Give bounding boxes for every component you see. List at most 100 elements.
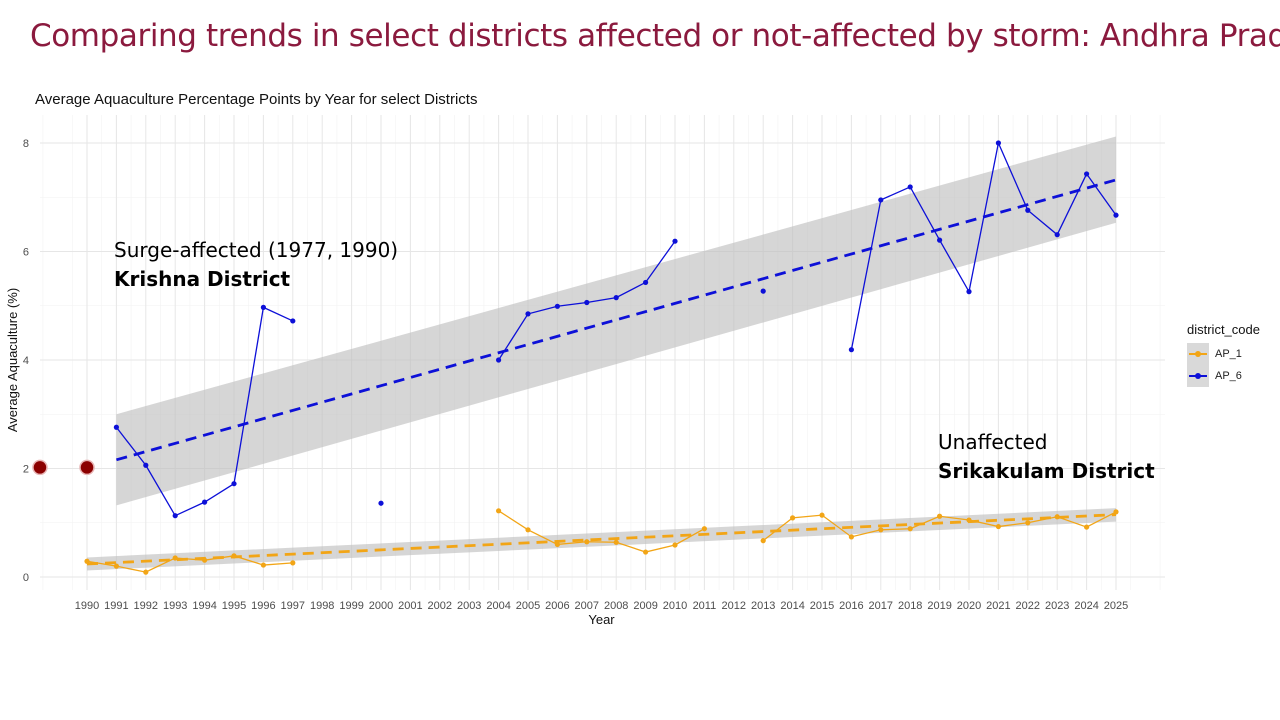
- data-point-ap1: [701, 526, 708, 532]
- data-point-ap6: [290, 318, 296, 324]
- x-tick-label: 2004: [486, 600, 510, 612]
- x-tick-label: 2001: [398, 600, 422, 612]
- x-tick-label: 1994: [192, 600, 216, 612]
- highlight-marker: [32, 459, 48, 476]
- data-point-ap1: [1113, 509, 1119, 515]
- data-point-ap1: [496, 508, 502, 514]
- data-point-ap6: [113, 424, 119, 430]
- data-point-ap1: [1084, 524, 1090, 530]
- y-axis-ticks: 0 2 4 6 8: [23, 138, 29, 584]
- data-point-ap1: [202, 557, 208, 563]
- data-point-ap1: [643, 549, 649, 555]
- legend-item-ap1: AP_1: [1187, 343, 1260, 365]
- data-point-ap6: [966, 289, 972, 295]
- highlight-marker: [79, 459, 95, 476]
- x-tick-label: 2010: [663, 600, 687, 612]
- x-tick-label: 1991: [104, 600, 128, 612]
- y-tick-label: 6: [23, 247, 29, 259]
- data-point-ap1: [584, 539, 590, 545]
- data-point-ap6: [231, 481, 237, 487]
- x-tick-label: 2008: [604, 600, 628, 612]
- y-tick-label: 0: [23, 572, 29, 584]
- x-tick-label: 1990: [75, 600, 99, 612]
- x-tick-label: 2018: [898, 600, 922, 612]
- x-tick-label: 1998: [310, 600, 334, 612]
- trend-line-ap1: [86, 513, 1117, 566]
- data-point-ap1: [760, 538, 766, 544]
- legend-item-ap6: AP_6: [1187, 365, 1260, 387]
- ribbon-ap1: [87, 508, 1116, 571]
- trend-line-ap6: [116, 178, 1117, 462]
- x-tick-label: 2020: [957, 600, 981, 612]
- legend-label-ap6: AP_6: [1215, 370, 1242, 382]
- data-point-ap1: [613, 539, 619, 545]
- data-point-ap6: [525, 311, 531, 317]
- data-point-ap1: [1054, 514, 1060, 520]
- data-point-ap1: [790, 515, 796, 521]
- data-point-ap6: [907, 184, 913, 190]
- data-point-ap6: [848, 347, 855, 353]
- unaffected-annotation: Unaffected Srikakulam District: [938, 428, 1155, 486]
- highlight-markers: [32, 459, 95, 476]
- x-tick-label: 2007: [575, 600, 599, 612]
- legend-key-ap1: [1187, 343, 1209, 365]
- series-points: [84, 140, 1119, 575]
- series-line-ap1: [86, 555, 293, 573]
- x-tick-label: 1993: [163, 600, 187, 612]
- x-tick-label: 1997: [281, 600, 305, 612]
- data-point-ap6: [937, 237, 943, 243]
- data-point-ap1: [848, 534, 855, 540]
- x-tick-label: 2015: [810, 600, 834, 612]
- data-point-ap1: [966, 517, 972, 523]
- y-tick-label: 4: [23, 355, 29, 367]
- data-point-ap6: [995, 140, 1002, 146]
- x-tick-label: 2000: [369, 600, 393, 612]
- x-tick-label: 2024: [1074, 600, 1098, 612]
- data-point-ap1: [1025, 520, 1031, 526]
- x-tick-label: 2006: [545, 600, 569, 612]
- y-axis-title: Average Aquaculture (%): [5, 288, 20, 432]
- data-point-ap1: [672, 542, 678, 548]
- x-axis-ticks: 1990 1991 1992 1993 1994 1995 1996 1997 1998 1999…: [75, 600, 1128, 612]
- affected-annotation: Surge-affected (1977, 1990) Krishna Dist…: [114, 236, 398, 294]
- x-tick-label: 1992: [134, 600, 158, 612]
- data-point-ap1: [290, 560, 296, 566]
- affected-district: Krishna District: [114, 265, 398, 294]
- series-line-ap6: [850, 140, 1117, 350]
- affected-district-name: Krishna District: [114, 267, 291, 291]
- data-point-ap6: [672, 238, 678, 244]
- x-tick-label: 2016: [839, 600, 863, 612]
- unaffected-label: Unaffected: [938, 430, 1048, 454]
- data-point-ap1: [907, 526, 913, 532]
- x-tick-label: 2023: [1045, 600, 1069, 612]
- data-point-ap1: [143, 569, 149, 575]
- x-tick-label: 2017: [869, 600, 893, 612]
- data-point-ap1: [554, 541, 561, 548]
- y-tick-label: 2: [23, 464, 29, 476]
- data-point-ap6: [1113, 212, 1119, 218]
- data-point-ap6: [878, 197, 884, 203]
- data-point-ap1: [995, 523, 1002, 530]
- data-point-ap1: [525, 527, 531, 533]
- x-tick-label: 2019: [927, 600, 951, 612]
- slide-title: Comparing trends in select districts aff…: [30, 18, 1280, 54]
- data-point-ap1: [172, 555, 178, 561]
- data-point-ap1: [231, 553, 237, 559]
- x-tick-label: 2022: [1016, 600, 1040, 612]
- data-point-ap6: [584, 299, 590, 306]
- x-tick-label: 2013: [751, 600, 775, 612]
- x-tick-label: 1995: [222, 600, 246, 612]
- data-point-ap6: [1054, 232, 1060, 238]
- x-axis-title: Year: [588, 612, 615, 627]
- x-tick-label: 2012: [722, 600, 746, 612]
- data-point-ap6: [172, 513, 178, 519]
- data-point-ap1: [878, 527, 884, 533]
- unaffected-district-name: Srikakulam District: [938, 459, 1155, 483]
- x-tick-label: 2003: [457, 600, 481, 612]
- data-point-ap6: [143, 462, 149, 468]
- x-tick-label: 2002: [428, 600, 452, 612]
- data-point-ap1: [113, 563, 119, 569]
- data-point-ap6: [613, 295, 619, 301]
- affected-label: Surge-affected (1977, 1990): [114, 238, 399, 262]
